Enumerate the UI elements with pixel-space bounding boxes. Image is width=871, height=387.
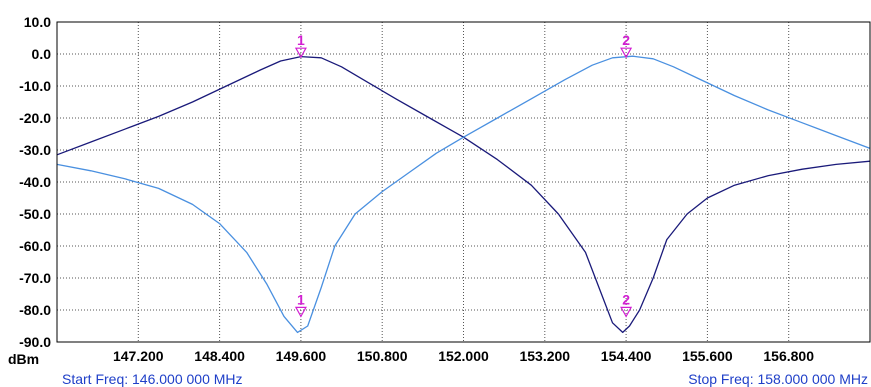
marker-label: 2 (622, 291, 630, 307)
x-tick-label: 147.200 (113, 348, 164, 364)
stop-freq-label: Stop Freq: 158.000 000 MHz (688, 371, 868, 387)
y-tick-label: -10.0 (19, 78, 51, 94)
y-tick-label: 10.0 (24, 14, 51, 30)
trace-1 (56, 55, 871, 334)
marker-triangle (620, 306, 633, 318)
plot-border (56, 21, 871, 343)
marker-1: 1 (294, 291, 307, 318)
marker-triangle (620, 47, 633, 59)
trace-2 (56, 55, 871, 334)
x-tick-label: 152.000 (438, 348, 489, 364)
x-tick-label: 153.200 (519, 348, 570, 364)
x-tick-label: 154.400 (601, 348, 652, 364)
marker-2: 2 (620, 291, 633, 318)
y-tick-label: -90.0 (19, 334, 51, 350)
marker-1: 1 (294, 32, 307, 59)
y-tick-label: -80.0 (19, 302, 51, 318)
y-tick-label: -50.0 (19, 206, 51, 222)
x-tick-label: 150.800 (357, 348, 408, 364)
markers: 1 2 1 2 (294, 32, 633, 318)
y-tick-label: -60.0 (19, 238, 51, 254)
x-tick-label: 156.800 (763, 348, 814, 364)
y-tick-label: -30.0 (19, 142, 51, 158)
marker-triangle (294, 306, 307, 318)
marker-label: 2 (622, 32, 630, 48)
unit-label: dBm (8, 351, 39, 367)
marker-label: 1 (297, 291, 305, 307)
x-tick-label: 148.400 (194, 348, 245, 364)
y-tick-label: 0.0 (32, 46, 52, 62)
y-tick-label: -20.0 (19, 110, 51, 126)
marker-label: 1 (297, 32, 305, 48)
start-freq-label: Start Freq: 146.000 000 MHz (62, 371, 243, 387)
x-axis-ticks: 147.200 148.400 149.600 150.800 152.000 153.2… (113, 348, 814, 364)
traces (56, 55, 871, 334)
marker-2: 2 (620, 32, 633, 59)
y-tick-label: -40.0 (19, 174, 51, 190)
y-tick-label: -70.0 (19, 270, 51, 286)
x-tick-label: 155.600 (682, 348, 733, 364)
marker-triangle (294, 47, 307, 59)
y-axis-ticks: 10.0 0.0 -10.0 -20.0 -30.0 -40.0 -50.0 -60.0 -70… (19, 14, 51, 350)
x-tick-label: 149.600 (276, 348, 327, 364)
